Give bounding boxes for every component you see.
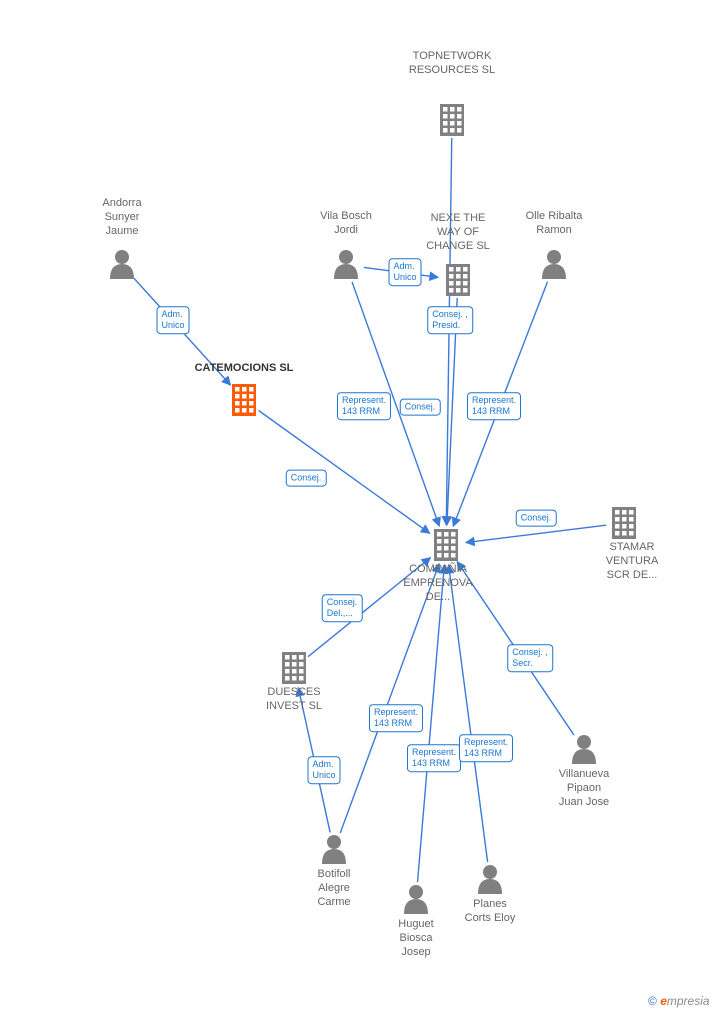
edge-line bbox=[134, 278, 231, 385]
person-icon bbox=[404, 885, 428, 914]
copyright: © empresia bbox=[648, 994, 710, 1008]
edge-line bbox=[340, 564, 439, 833]
edge-line bbox=[352, 282, 439, 526]
edge-line bbox=[453, 282, 547, 527]
network-svg bbox=[0, 0, 728, 1015]
company-icon bbox=[446, 264, 470, 296]
company-icon bbox=[282, 652, 306, 684]
edge-line bbox=[466, 525, 606, 542]
copyright-symbol: © bbox=[648, 994, 657, 1008]
person-icon bbox=[322, 835, 346, 864]
company-icon bbox=[434, 529, 458, 561]
edge-line bbox=[298, 688, 330, 833]
person-icon bbox=[542, 250, 566, 279]
edge-line bbox=[457, 562, 574, 735]
edge-line bbox=[449, 565, 488, 862]
copyright-brand-rest: mpresia bbox=[667, 994, 710, 1008]
person-icon bbox=[110, 250, 134, 279]
company-icon bbox=[232, 384, 256, 416]
person-icon bbox=[572, 735, 596, 764]
company-icon bbox=[612, 507, 636, 539]
edge-line bbox=[364, 267, 438, 277]
company-icon bbox=[440, 104, 464, 136]
edge-line bbox=[308, 558, 430, 657]
copyright-brand-first: e bbox=[660, 994, 667, 1008]
person-icon bbox=[334, 250, 358, 279]
person-icon bbox=[478, 865, 502, 894]
